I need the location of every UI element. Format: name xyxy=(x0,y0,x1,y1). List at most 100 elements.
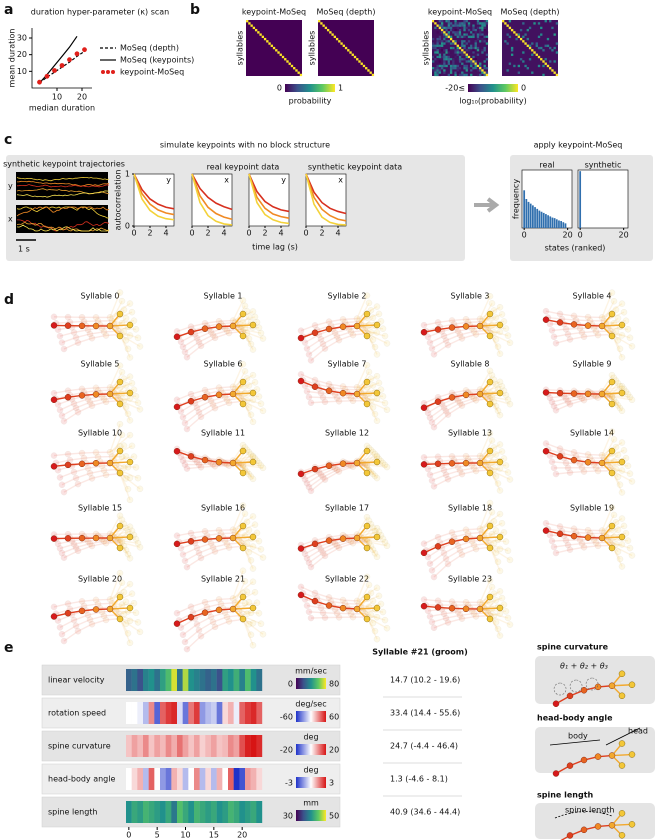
skeleton-joint xyxy=(92,596,100,604)
matrix-cell xyxy=(456,53,459,56)
matrix-cell xyxy=(290,64,294,68)
skeleton-limb xyxy=(109,583,131,601)
matrix-cell xyxy=(246,20,249,23)
matrix-cell xyxy=(537,64,541,68)
skeleton-joint xyxy=(106,390,114,398)
skeleton-joint xyxy=(496,545,504,553)
trajectory xyxy=(16,224,110,232)
matrix-cell xyxy=(440,42,444,45)
skeleton-joint xyxy=(628,552,636,559)
skeleton-joint xyxy=(476,525,484,533)
matrix-cell xyxy=(463,73,466,77)
skeleton-joint xyxy=(570,449,578,456)
skeleton-joint xyxy=(209,331,217,339)
skeleton-joint xyxy=(462,605,470,613)
skeleton-spine xyxy=(63,617,121,642)
bar xyxy=(532,205,534,228)
skeleton-joint xyxy=(488,583,496,591)
matrix-cell xyxy=(483,20,486,23)
skeleton-joint xyxy=(187,538,195,545)
heatmap-cell xyxy=(256,801,263,823)
skeleton-joint xyxy=(239,310,247,318)
skeleton-limb xyxy=(362,538,374,551)
matrix-cell xyxy=(458,46,462,50)
matrix-cell xyxy=(515,33,518,36)
colorbar xyxy=(296,678,326,689)
skeleton-limb xyxy=(232,581,254,600)
syllable-title: Syllable 19 xyxy=(570,504,614,513)
skeleton-joint xyxy=(217,600,225,608)
skeleton-spine xyxy=(555,470,613,475)
colorbar-tick-label: 30 xyxy=(283,812,293,821)
skeleton-spine xyxy=(180,391,238,413)
matrix-cell xyxy=(438,40,442,43)
heatmap-cell xyxy=(165,702,172,724)
matrix-cell xyxy=(553,71,556,74)
skeleton-joint xyxy=(54,617,62,624)
skeleton-joint xyxy=(440,404,448,411)
skeleton-joint xyxy=(239,567,247,575)
skeleton-limb xyxy=(356,392,378,395)
skeleton-joint xyxy=(504,469,512,476)
skeleton-joint xyxy=(215,535,223,542)
y-tick-label: 30 xyxy=(17,34,27,43)
skeleton-joint xyxy=(118,579,126,586)
line xyxy=(133,173,175,216)
matrix-cell xyxy=(467,49,471,52)
skeleton-joint xyxy=(215,606,223,614)
matrix-cell xyxy=(553,33,556,36)
skeleton-joint xyxy=(542,440,550,447)
skeleton-joint xyxy=(187,398,195,405)
matrix-cell xyxy=(476,35,480,39)
skeleton-joint xyxy=(616,555,624,563)
skeleton-joint xyxy=(173,396,181,404)
skeleton-joint xyxy=(319,394,327,401)
matrix-cell xyxy=(461,22,464,25)
syllable-title: Syllable 5 xyxy=(80,360,119,369)
matrix-cell xyxy=(461,35,464,39)
matrix-cell xyxy=(458,31,462,34)
matrix-cell xyxy=(443,60,446,63)
syllable-title: Syllable 11 xyxy=(201,429,245,438)
skeleton-limb xyxy=(603,514,615,534)
diagram-title: spine curvature xyxy=(537,643,609,652)
skeleton-joint xyxy=(223,396,231,404)
syllable-title: Syllable 2 xyxy=(327,292,366,301)
x-tick-label: 2 xyxy=(262,229,267,238)
heatmap-cell xyxy=(250,702,257,724)
matrix-cell xyxy=(551,49,554,52)
skeleton-joint xyxy=(179,414,187,421)
matrix-cell xyxy=(517,64,521,68)
skeleton-joint xyxy=(570,321,578,328)
skeleton-joint xyxy=(98,324,106,332)
skeleton-limb xyxy=(238,394,260,398)
matrix-cell xyxy=(549,60,552,63)
skeleton-limb xyxy=(489,546,501,572)
skeleton-joint xyxy=(249,396,257,404)
skeleton-joint xyxy=(229,605,237,613)
bar xyxy=(579,171,582,228)
skeleton-joint xyxy=(116,420,124,428)
skeleton-joint xyxy=(373,417,381,425)
matrix-cell xyxy=(461,26,464,30)
matrix-title: keypoint-MoSeq xyxy=(242,8,306,17)
matrix-cell xyxy=(526,37,529,41)
matrix-cell xyxy=(479,69,482,72)
matrix-cell xyxy=(479,67,482,70)
skeleton-joint xyxy=(321,476,329,483)
skeleton-limb xyxy=(240,397,262,405)
matrix-cell xyxy=(479,40,482,43)
heatmap-cell xyxy=(177,702,183,724)
skeleton-limb xyxy=(481,511,493,533)
matrix-cell xyxy=(434,67,437,70)
matrix-cell xyxy=(333,35,337,39)
skeleton-joint xyxy=(106,448,114,456)
skeleton-limb xyxy=(119,541,131,559)
matrix-cell xyxy=(474,42,477,45)
matrix-cell xyxy=(447,31,451,34)
skeleton-joint xyxy=(50,613,58,620)
skeleton-limb xyxy=(609,326,621,332)
matrix-cell xyxy=(535,53,538,56)
skeleton-limb xyxy=(234,457,256,463)
skeleton-joint xyxy=(187,529,195,537)
